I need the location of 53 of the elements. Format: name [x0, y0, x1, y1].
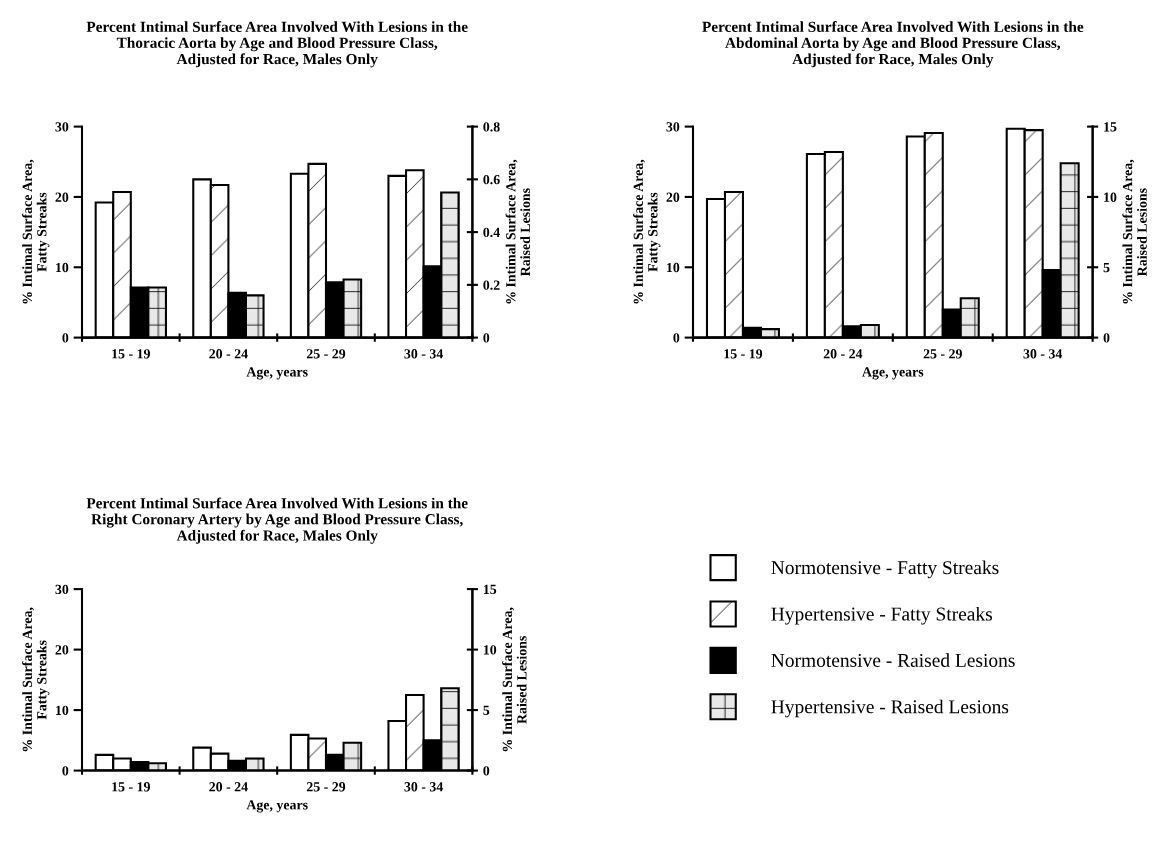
- legend-label: Hypertensive - Raised Lesions: [771, 699, 1009, 718]
- x-tick-label: 25 - 29: [306, 782, 346, 792]
- y2-tick-label: 5: [1103, 262, 1110, 273]
- x-tick-label: 20 - 24: [209, 782, 248, 792]
- y-tick-label: 10: [56, 262, 69, 273]
- y-tick-label: 0: [673, 333, 680, 343]
- y2-tick-label: 0: [1103, 333, 1110, 343]
- y2-tick-label: 0: [483, 766, 490, 776]
- y-tick-label: 0: [62, 766, 69, 776]
- y2-tick-label: 0.4: [483, 227, 500, 238]
- y2-tick-label: 10: [483, 645, 497, 655]
- y-tick-label: 30: [55, 584, 69, 595]
- y2-tick-label: 0: [483, 333, 490, 343]
- x-tick-label: 15 - 19: [112, 782, 150, 792]
- y2-tick-label: 15: [1104, 122, 1117, 132]
- y-tick-label: 30: [666, 122, 680, 132]
- chart-title: Percent Intimal Surface Area Involved With Lesions in the Right Coronary Artery by Age and Blood Pressure Class, Adjusted for Race, Males Only: [86, 497, 468, 544]
- y2-axis-title: % Intimal Surface Area, Raised Lesions: [505, 159, 531, 304]
- x-tick-label: 20 - 24: [209, 349, 248, 359]
- y-axis-title: % Intimal Surface Area, Fatty Streaks: [633, 159, 661, 304]
- y-axis-title: % Intimal Surface Area, Fatty Streaks: [22, 607, 50, 752]
- y2-tick-label: 5: [483, 705, 490, 716]
- x-tick-label: 30 - 34: [404, 349, 444, 359]
- x-tick-label: 15 - 19: [724, 349, 763, 359]
- legend-label: Hypertensive - Fatty Streaks: [771, 606, 993, 625]
- y-tick-label: 10: [667, 262, 680, 273]
- x-tick-label: 30 - 34: [404, 782, 444, 792]
- y2-axis-title: % Intimal Surface Area, Raised Lesions: [1122, 159, 1147, 304]
- y2-tick-label: 0.8: [483, 122, 500, 132]
- legend-label: Normotensive - Fatty Streaks: [771, 560, 999, 579]
- legend-label: Normotensive - Raised Lesions: [771, 653, 1015, 667]
- chart-title: Percent Intimal Surface Area Involved With Lesions in the Thoracic Aorta by Age and Blood Pressure Class, Adjusted for Race, Males Only: [86, 21, 468, 68]
- x-tick-label: 25 - 29: [306, 349, 346, 359]
- x-axis-title: Age, years: [246, 367, 308, 380]
- y2-tick-label: 10: [1104, 192, 1117, 202]
- y-tick-label: 10: [56, 705, 69, 716]
- y2-tick-label: 15: [483, 584, 497, 595]
- y2-axis-title: % Intimal Surface Area, Raised Lesions: [502, 607, 527, 752]
- y-tick-label: 20: [666, 192, 680, 202]
- y2-tick-label: 0.2: [483, 280, 500, 290]
- chart-title: Percent Intimal Surface Area Involved With Lesions in the Abdominal Aorta by Age and Blood Pressure Class, Adjusted for Race, Males Only: [702, 21, 1084, 68]
- x-tick-label: 15 - 19: [112, 349, 150, 359]
- y2-tick-label: 0.6: [483, 174, 500, 185]
- x-tick-label: 25 - 29: [923, 349, 962, 359]
- x-axis-title: Age, years: [246, 800, 308, 813]
- x-tick-label: 20 - 24: [823, 349, 863, 359]
- x-axis-title: Age, years: [862, 367, 924, 380]
- y-tick-label: 0: [62, 333, 69, 343]
- x-tick-label: 30 - 34: [1023, 349, 1063, 359]
- y-tick-label: 20: [55, 192, 69, 202]
- y-tick-label: 30: [55, 122, 69, 132]
- y-tick-label: 20: [55, 645, 69, 655]
- y-axis-title: % Intimal Surface Area, Fatty Streaks: [22, 159, 50, 304]
